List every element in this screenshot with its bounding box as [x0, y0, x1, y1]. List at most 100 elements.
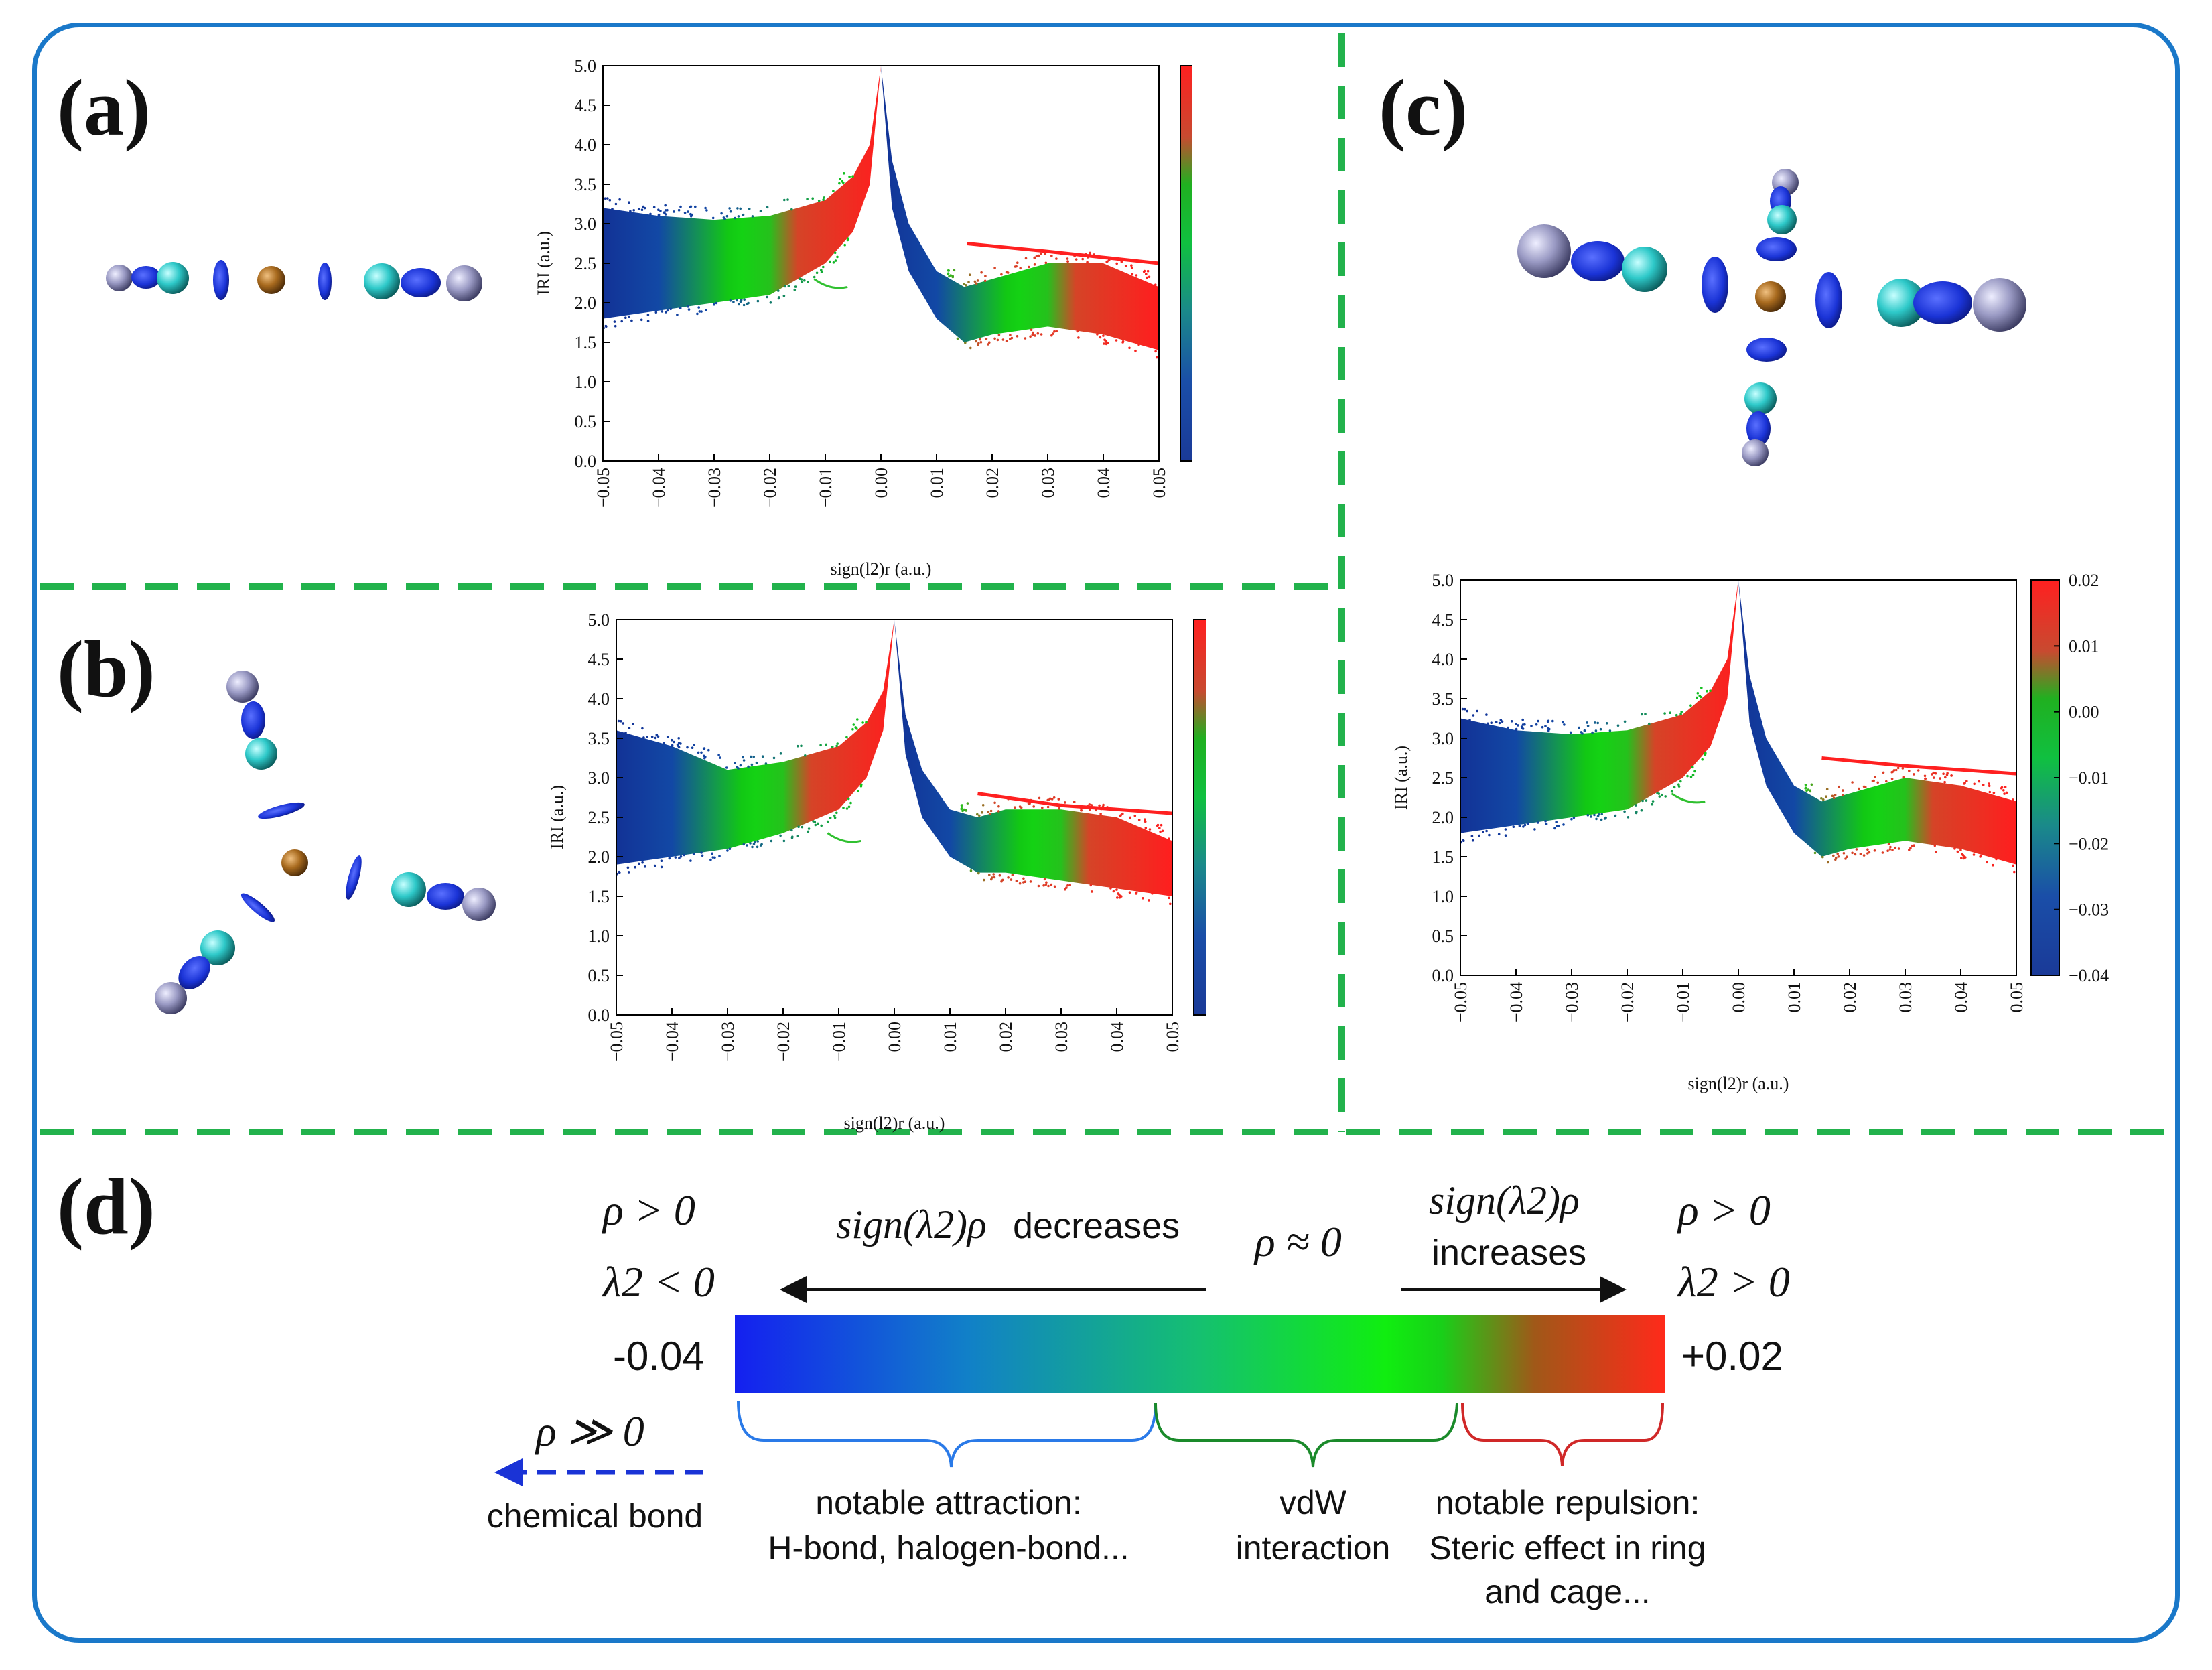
scatter-point [677, 737, 680, 740]
scatter-point [1889, 845, 1892, 849]
scatter-point [1112, 890, 1115, 893]
scatter-point [683, 853, 685, 857]
scatter-point [975, 340, 977, 343]
scatter-point [1066, 257, 1069, 260]
scatter-point [1081, 257, 1084, 261]
scatter-point [1956, 850, 1959, 853]
scatter-point [1851, 851, 1854, 855]
scatter-point [1908, 769, 1911, 772]
scatter-point [1932, 771, 1935, 774]
scatter-point [671, 738, 673, 742]
scatter-point [606, 197, 609, 200]
scatter-point [1089, 884, 1093, 887]
scatter-point [1623, 810, 1626, 813]
scatter-point [1118, 894, 1121, 897]
scatter-point [1992, 791, 1996, 794]
x-tick-label: 0.04 [1094, 468, 1113, 498]
rho-approx-zero: ρ ≈ 0 [1253, 1218, 1342, 1265]
scatter-point [1047, 798, 1050, 801]
scatter-point [1979, 855, 1982, 858]
scatter-point [1677, 785, 1681, 788]
scatter-point [1569, 731, 1572, 734]
scatter-point [1036, 332, 1040, 335]
scatter-point [1468, 719, 1471, 721]
scatter-point [641, 861, 644, 864]
scatter-point [666, 208, 669, 212]
scatter-point [646, 320, 650, 323]
isosurface [178, 955, 210, 990]
scatter-point [835, 744, 838, 748]
panel-label-d: (d) [57, 1162, 155, 1251]
cyan-atom [157, 262, 189, 294]
halogen-atom [446, 265, 482, 301]
scatter-point [1679, 713, 1682, 715]
isosurface [240, 893, 275, 922]
y-tick-label: 4.5 [588, 650, 610, 669]
scatter-point [627, 871, 630, 874]
scatter-point [1096, 333, 1099, 336]
scatter-point [977, 342, 980, 345]
scatter-point [717, 754, 720, 756]
x-tick-label: 0.04 [1951, 982, 1971, 1013]
scatter-point [1640, 809, 1643, 812]
scatter-point [833, 816, 837, 819]
scatter-point [993, 801, 996, 805]
scatter-point [1822, 798, 1825, 801]
scatter-point [1842, 789, 1844, 792]
scatter-point [756, 299, 760, 303]
scatter-point [1009, 338, 1012, 340]
scatter-point [650, 735, 654, 738]
scatter-point [1022, 877, 1025, 880]
scatter-point [608, 198, 612, 202]
scatter-point [965, 284, 967, 287]
scatter-point [713, 856, 716, 859]
scatter-point [963, 283, 965, 285]
scatter-point [1545, 823, 1548, 825]
sign-expr-left: sign(λ2)ρ [836, 1202, 987, 1247]
scatter-point [678, 857, 681, 859]
scatter-point [1035, 255, 1038, 257]
scatter-point [820, 271, 823, 273]
scatter-point [981, 811, 983, 814]
scatter-point [1482, 831, 1484, 833]
scatter-point [1832, 796, 1836, 799]
scatter-point [769, 301, 772, 304]
scatter-point [742, 759, 746, 762]
scatter-point [632, 209, 635, 212]
scatter-hook [813, 278, 848, 289]
scatter-point [782, 294, 786, 297]
scatter-point [1992, 863, 1994, 867]
scatter-point [1586, 721, 1588, 724]
scatter-point [1001, 338, 1005, 341]
scatter-point [1701, 758, 1704, 761]
y-tick-label: 1.0 [575, 372, 597, 392]
scatter-point [1041, 806, 1044, 809]
repulsive-scatter-band [881, 66, 1159, 350]
scatter-point [993, 337, 996, 340]
isosurface [1913, 281, 1972, 324]
scatter-point [691, 746, 694, 749]
scatter-point [1595, 817, 1598, 821]
scatter-point [790, 208, 793, 211]
scatter-point [997, 334, 1001, 336]
scatter-point [1862, 854, 1866, 857]
scatter-point [1594, 729, 1598, 732]
scatter-point [655, 734, 659, 736]
scatter-point [851, 175, 854, 178]
scatter-point [835, 811, 838, 815]
scatter-point [689, 212, 692, 216]
scatter-point [823, 196, 825, 199]
scatter-point [1145, 273, 1148, 275]
scatter-point [1594, 721, 1596, 724]
y-tick-label: 3.5 [1432, 689, 1454, 709]
scatter-point [834, 259, 837, 262]
scatter-point [783, 198, 786, 202]
scatter-point [1834, 794, 1837, 796]
scatter-point [742, 213, 745, 216]
scatter-point [663, 742, 665, 745]
scatter-point [1562, 721, 1564, 724]
scatter-point [1077, 336, 1080, 339]
scatter-point [1651, 803, 1654, 806]
scatter-point [979, 341, 983, 344]
repulsion-brace [1461, 1403, 1664, 1466]
